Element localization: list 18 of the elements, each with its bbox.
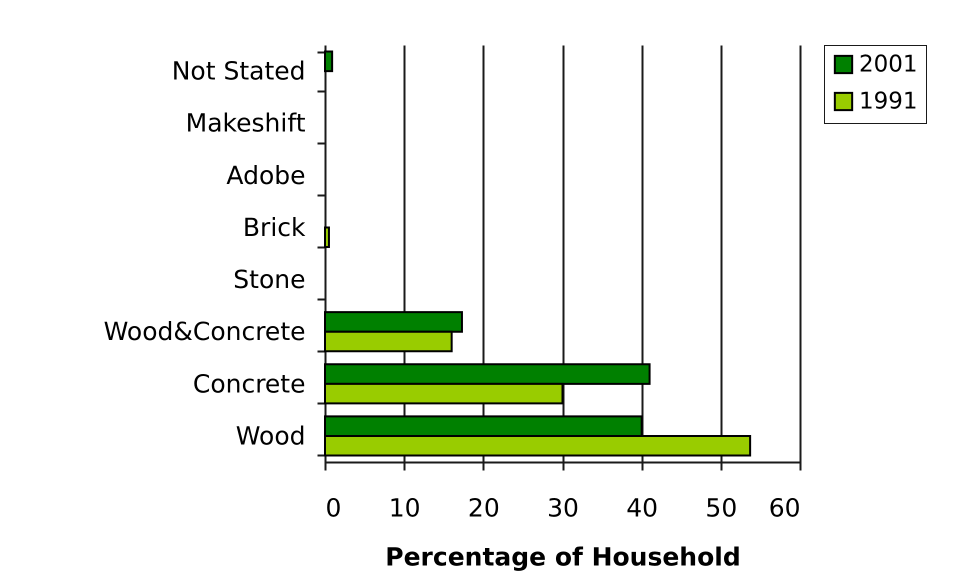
x-tick-label: 30 — [547, 494, 579, 522]
legend-label: 2001 — [859, 52, 918, 78]
x-tick-label: 10 — [388, 494, 421, 522]
y-tick-label: Concrete — [192, 369, 306, 398]
x-tick-label: 40 — [626, 494, 658, 522]
y-tick-label: Adobe — [226, 160, 306, 190]
y-tick-label: Stone — [233, 265, 306, 294]
x-axis-title: Percentage of Household — [385, 542, 741, 572]
y-tick-label: Wood — [236, 421, 306, 450]
x-tick-label: 50 — [705, 494, 738, 522]
x-tick-label: 20 — [468, 494, 500, 522]
y-tick-label: Not Stated — [172, 56, 306, 86]
y-tick-label: Brick — [242, 212, 306, 242]
y-tick-label: Wood&Concrete — [104, 317, 306, 346]
y-tick-label: Makeshift — [186, 108, 306, 138]
x-tick-label: 0 — [326, 494, 342, 522]
legend-label: 1991 — [859, 88, 918, 114]
x-tick-label: 60 — [768, 494, 800, 522]
